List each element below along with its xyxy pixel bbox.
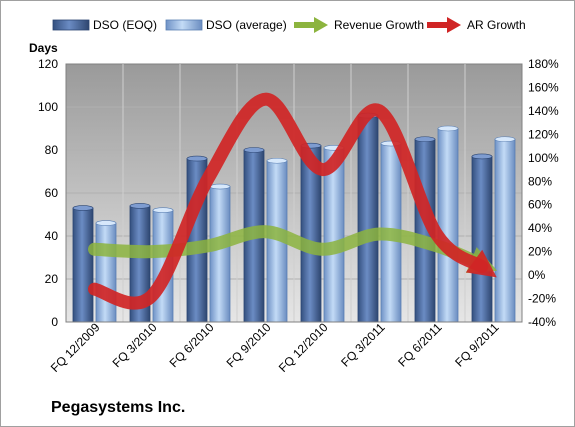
category-label: FQ 3/2011 — [338, 320, 388, 370]
legend-label-ar-growth: AR Growth — [467, 18, 526, 32]
right-tick-label: 160% — [528, 80, 559, 94]
bar-top-dso-average — [494, 136, 516, 143]
right-tick-label: -40% — [528, 315, 556, 329]
bar-top-dso-eoq — [243, 147, 265, 153]
growth-lines — [88, 92, 498, 310]
bar-top-dso-eoq — [129, 203, 151, 209]
legend-label-revenue-growth: Revenue Growth — [334, 18, 424, 32]
bar-top-dso-eoq — [414, 136, 436, 143]
bar-top-dso-average — [437, 125, 459, 132]
bar-top-dso-average — [152, 207, 174, 213]
category-label: FQ 6/2011 — [395, 320, 445, 370]
left-tick-label: 0 — [51, 315, 58, 329]
bar-dso-eoq — [72, 207, 94, 323]
right-tick-label: 40% — [528, 221, 552, 235]
legend: DSO (EOQ) DSO (average) Revenue Growth AR G… — [52, 17, 526, 33]
right-tick-label: 0% — [528, 268, 546, 282]
bar-dso-average — [437, 128, 459, 323]
ar-growth-arrowhead — [465, 249, 497, 278]
bar-top-dso-average — [266, 157, 288, 164]
bar-dso-average — [95, 222, 117, 323]
bar-dso-average — [209, 186, 231, 323]
category-label: FQ 9/2011 — [452, 320, 502, 370]
bar-top-dso-eoq — [186, 155, 208, 162]
revenue-growth-line — [88, 225, 487, 271]
legend-swatch-dso-average- — [165, 19, 203, 31]
legend-arrow-revenue-growth — [314, 17, 328, 33]
left-tick-label: 40 — [45, 229, 59, 243]
left-tick-label: 120 — [38, 57, 58, 71]
right-tick-label: 20% — [528, 245, 552, 259]
category-label: FQ 9/2010 — [224, 320, 274, 370]
left-tick-label: 60 — [45, 186, 59, 200]
right-tick-label: 180% — [528, 57, 559, 71]
right-tick-label: 80% — [528, 174, 552, 188]
right-tick-label: 100% — [528, 151, 559, 165]
left-tick-label: 20 — [45, 272, 59, 286]
company-name: Pegasystems Inc. — [51, 399, 186, 416]
bar-top-dso-average — [95, 220, 117, 226]
bar-top-dso-eoq — [471, 153, 493, 160]
category-label: FQ 12/2010 — [276, 320, 331, 375]
right-tick-label: -20% — [528, 292, 556, 306]
ar-growth-line — [88, 92, 489, 310]
bar-top-dso-eoq — [72, 205, 94, 211]
left-tick-label: 100 — [38, 100, 58, 114]
legend-swatch-dso-eoq- — [52, 19, 90, 31]
bar-dso-eoq — [357, 115, 379, 323]
category-label: FQ 6/2010 — [167, 320, 217, 370]
legend-arrow-ar-growth — [447, 17, 461, 33]
right-tick-label: 140% — [528, 104, 559, 118]
left-axis-title: Days — [29, 41, 58, 55]
bar-top-dso-average — [209, 183, 231, 190]
right-tick-label: 120% — [528, 127, 559, 141]
left-tick-label: 80 — [45, 143, 59, 157]
right-tick-label: 60% — [528, 198, 552, 212]
bar-dso-eoq — [471, 156, 493, 323]
bar-dso-average — [494, 138, 516, 323]
legend-label-dso-eoq-: DSO (EOQ) — [93, 18, 157, 32]
category-label: FQ 3/2010 — [110, 320, 160, 370]
legend-label-dso-average-: DSO (average) — [206, 18, 287, 32]
